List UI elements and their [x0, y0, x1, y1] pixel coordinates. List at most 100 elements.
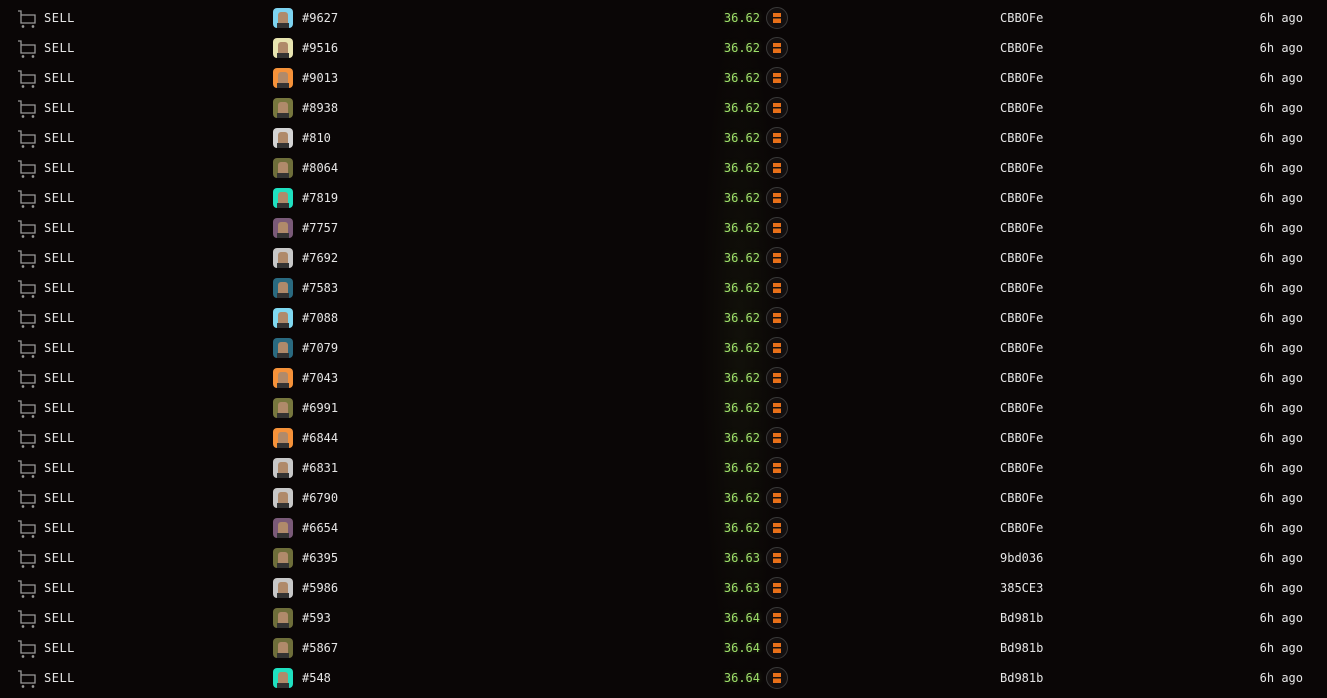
seller-address-link[interactable]: CBBOFe	[1000, 491, 1044, 505]
table-row[interactable]: SELL #6844 36.62 CBBOFe 6h ago	[0, 427, 1327, 458]
seller-address-link[interactable]: CBBOFe	[1000, 191, 1044, 205]
token-id-link[interactable]: #7088	[302, 311, 339, 325]
table-row[interactable]: SELL #7088 36.62 CBBOFe 6h ago	[0, 307, 1327, 338]
seller-address-link[interactable]: Bd981b	[1000, 671, 1044, 685]
seller-address-link[interactable]: Bd981b	[1000, 641, 1044, 655]
table-row[interactable]: SELL #9013 36.62 CBBOFe 6h ago	[0, 67, 1327, 98]
seller-address-link[interactable]: CBBOFe	[1000, 461, 1044, 475]
token-id-link[interactable]: #7043	[302, 371, 339, 385]
nft-avatar[interactable]	[273, 128, 293, 148]
table-row[interactable]: SELL #8064 36.62 CBBOFe 6h ago	[0, 157, 1327, 188]
timestamp: 6h ago	[1259, 371, 1303, 385]
table-row[interactable]: SELL #7583 36.62 CBBOFe 6h ago	[0, 277, 1327, 308]
table-row[interactable]: SELL #548 36.64 Bd981b 6h ago	[0, 667, 1327, 698]
nft-avatar[interactable]	[273, 158, 293, 178]
nft-avatar[interactable]	[273, 218, 293, 238]
table-row[interactable]: SELL #6790 36.62 CBBOFe 6h ago	[0, 487, 1327, 518]
table-row[interactable]: SELL #5867 36.64 Bd981b 6h ago	[0, 637, 1327, 668]
cart-icon	[17, 399, 37, 419]
table-row[interactable]: SELL #8938 36.62 CBBOFe 6h ago	[0, 97, 1327, 128]
nft-avatar[interactable]	[273, 8, 293, 28]
price: 36.62	[723, 191, 760, 205]
seller-address-link[interactable]: CBBOFe	[1000, 431, 1044, 445]
table-row[interactable]: SELL #9516 36.62 CBBOFe 6h ago	[0, 37, 1327, 68]
table-row[interactable]: SELL #5986 36.63 385CE3 6h ago	[0, 577, 1327, 608]
seller-address-link[interactable]: 385CE3	[1000, 581, 1044, 595]
seller-address-link[interactable]: Bd981b	[1000, 611, 1044, 625]
seller-address-link[interactable]: CBBOFe	[1000, 371, 1044, 385]
nft-avatar[interactable]	[273, 248, 293, 268]
table-row[interactable]: SELL #6654 36.62 CBBOFe 6h ago	[0, 517, 1327, 548]
nft-avatar[interactable]	[273, 608, 293, 628]
seller-address-link[interactable]: CBBOFe	[1000, 221, 1044, 235]
token-id-link[interactable]: #6395	[302, 551, 339, 565]
seller-address-link[interactable]: CBBOFe	[1000, 131, 1044, 145]
token-id-link[interactable]: #548	[302, 671, 331, 685]
table-row[interactable]: SELL #810 36.62 CBBOFe 6h ago	[0, 127, 1327, 158]
token-id-link[interactable]: #7819	[302, 191, 339, 205]
nft-avatar[interactable]	[273, 308, 293, 328]
token-id-link[interactable]: #6991	[302, 401, 339, 415]
token-id-link[interactable]: #9627	[302, 11, 339, 25]
nft-avatar[interactable]	[273, 518, 293, 538]
cart-icon	[17, 369, 37, 389]
cart-icon	[17, 339, 37, 359]
token-id-link[interactable]: #9013	[302, 71, 339, 85]
table-row[interactable]: SELL #6991 36.62 CBBOFe 6h ago	[0, 397, 1327, 428]
nft-avatar[interactable]	[273, 188, 293, 208]
seller-address-link[interactable]: CBBOFe	[1000, 101, 1044, 115]
seller-address-link[interactable]: CBBOFe	[1000, 11, 1044, 25]
nft-avatar[interactable]	[273, 338, 293, 358]
seller-address-link[interactable]: CBBOFe	[1000, 521, 1044, 535]
nft-avatar[interactable]	[273, 98, 293, 118]
nft-avatar[interactable]	[273, 548, 293, 568]
token-id-link[interactable]: #810	[302, 131, 331, 145]
table-row[interactable]: SELL #6831 36.62 CBBOFe 6h ago	[0, 457, 1327, 488]
token-id-link[interactable]: #7079	[302, 341, 339, 355]
timestamp: 6h ago	[1259, 311, 1303, 325]
token-id-link[interactable]: #7583	[302, 281, 339, 295]
nft-avatar[interactable]	[273, 68, 293, 88]
token-id-link[interactable]: #9516	[302, 41, 339, 55]
table-row[interactable]: SELL #7043 36.62 CBBOFe 6h ago	[0, 367, 1327, 398]
nft-avatar[interactable]	[273, 398, 293, 418]
nft-avatar[interactable]	[273, 38, 293, 58]
seller-address-link[interactable]: CBBOFe	[1000, 311, 1044, 325]
table-row[interactable]: SELL #593 36.64 Bd981b 6h ago	[0, 607, 1327, 638]
token-id-link[interactable]: #6654	[302, 521, 339, 535]
price: 36.62	[723, 41, 760, 55]
seller-address-link[interactable]: CBBOFe	[1000, 341, 1044, 355]
nft-avatar[interactable]	[273, 638, 293, 658]
token-id-link[interactable]: #6831	[302, 461, 339, 475]
table-row[interactable]: SELL #7757 36.62 CBBOFe 6h ago	[0, 217, 1327, 248]
token-id-link[interactable]: #7692	[302, 251, 339, 265]
seller-address-link[interactable]: CBBOFe	[1000, 401, 1044, 415]
nft-avatar[interactable]	[273, 428, 293, 448]
token-id-link[interactable]: #6790	[302, 491, 339, 505]
token-id-link[interactable]: #8938	[302, 101, 339, 115]
timestamp: 6h ago	[1259, 101, 1303, 115]
nft-avatar[interactable]	[273, 368, 293, 388]
nft-avatar[interactable]	[273, 278, 293, 298]
table-row[interactable]: SELL #7079 36.62 CBBOFe 6h ago	[0, 337, 1327, 368]
table-row[interactable]: SELL #6395 36.63 9bd036 6h ago	[0, 547, 1327, 578]
nft-avatar[interactable]	[273, 668, 293, 688]
table-row[interactable]: SELL #7819 36.62 CBBOFe 6h ago	[0, 187, 1327, 218]
token-id-link[interactable]: #8064	[302, 161, 339, 175]
nft-avatar[interactable]	[273, 488, 293, 508]
token-id-link[interactable]: #593	[302, 611, 331, 625]
token-id-link[interactable]: #6844	[302, 431, 339, 445]
table-row[interactable]: SELL #9627 36.62 CBBOFe 6h ago	[0, 7, 1327, 38]
seller-address-link[interactable]: CBBOFe	[1000, 251, 1044, 265]
table-row[interactable]: SELL #7692 36.62 CBBOFe 6h ago	[0, 247, 1327, 278]
nft-avatar[interactable]	[273, 578, 293, 598]
seller-address-link[interactable]: CBBOFe	[1000, 41, 1044, 55]
seller-address-link[interactable]: 9bd036	[1000, 551, 1044, 565]
seller-address-link[interactable]: CBBOFe	[1000, 71, 1044, 85]
token-id-link[interactable]: #5867	[302, 641, 339, 655]
nft-avatar[interactable]	[273, 458, 293, 478]
token-id-link[interactable]: #7757	[302, 221, 339, 235]
token-id-link[interactable]: #5986	[302, 581, 339, 595]
seller-address-link[interactable]: CBBOFe	[1000, 161, 1044, 175]
seller-address-link[interactable]: CBBOFe	[1000, 281, 1044, 295]
